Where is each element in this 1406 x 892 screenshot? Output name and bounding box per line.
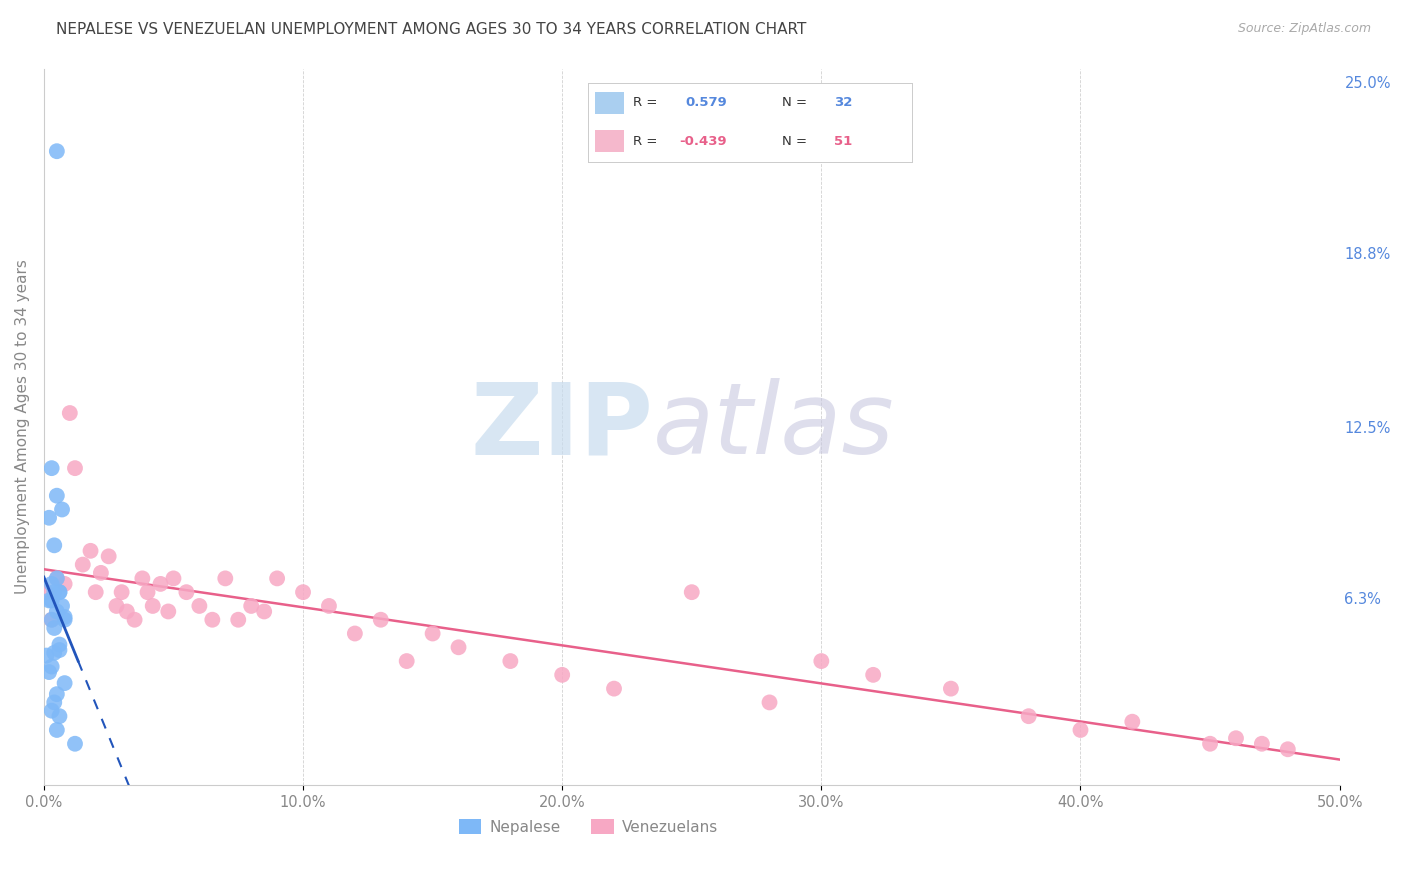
Point [201, 613, 224, 627]
Point [41, 659, 63, 673]
Point [35, 585, 58, 599]
Text: atlas: atlas [652, 378, 894, 475]
Text: NEPALESE VS VENEZUELAN UNEMPLOYMENT AMONG AGES 30 TO 34 YEARS CORRELATION CHART: NEPALESE VS VENEZUELAN UNEMPLOYMENT AMON… [56, 22, 807, 37]
Point [318, 599, 340, 613]
Point [603, 681, 626, 696]
Point [63, 737, 86, 751]
Point [124, 613, 146, 627]
Point [45, 145, 67, 159]
Point [41, 593, 63, 607]
Point [84, 585, 107, 599]
Point [188, 599, 211, 613]
Point [758, 695, 780, 709]
Point [41, 704, 63, 718]
Point [499, 654, 522, 668]
Point [45, 723, 67, 737]
Point [115, 604, 138, 618]
Point [136, 585, 159, 599]
Point [45, 489, 67, 503]
Point [44, 646, 66, 660]
Point [51, 502, 73, 516]
Point [41, 613, 63, 627]
Point [53, 676, 76, 690]
Point [370, 613, 392, 627]
Point [38, 593, 60, 607]
Point [45, 604, 67, 618]
Point [41, 613, 63, 627]
Point [79, 544, 101, 558]
Point [63, 461, 86, 475]
Point [142, 599, 165, 613]
Point [1251, 737, 1274, 751]
Point [343, 626, 366, 640]
Point [44, 538, 66, 552]
Point [44, 695, 66, 709]
Point [111, 585, 134, 599]
Point [149, 577, 172, 591]
Text: Source: ZipAtlas.com: Source: ZipAtlas.com [1237, 22, 1371, 36]
Point [395, 654, 418, 668]
Point [90, 566, 112, 580]
Point [45, 687, 67, 701]
Point [1069, 723, 1091, 737]
Point [1277, 742, 1299, 756]
Point [131, 571, 153, 585]
Point [53, 610, 76, 624]
Point [72, 558, 94, 572]
Point [551, 668, 574, 682]
Point [45, 571, 67, 585]
Point [810, 654, 832, 668]
Point [1121, 714, 1143, 729]
Point [44, 621, 66, 635]
Point [422, 626, 444, 640]
Point [681, 585, 703, 599]
Point [266, 571, 288, 585]
Point [253, 604, 276, 618]
Point [939, 681, 962, 696]
Point [59, 406, 82, 420]
Point [48, 638, 70, 652]
Point [48, 585, 70, 599]
Legend: Nepalese, Venezuelans: Nepalese, Venezuelans [458, 819, 717, 835]
Y-axis label: Unemployment Among Ages 30 to 34 years: Unemployment Among Ages 30 to 34 years [15, 260, 30, 594]
Point [214, 571, 236, 585]
Point [226, 613, 249, 627]
Point [41, 577, 63, 591]
Point [1018, 709, 1040, 723]
Point [292, 585, 315, 599]
Point [38, 665, 60, 679]
Point [45, 571, 67, 585]
Point [53, 613, 76, 627]
Point [157, 604, 180, 618]
Point [51, 599, 73, 613]
Point [38, 510, 60, 524]
Point [48, 585, 70, 599]
Point [97, 549, 120, 564]
Point [862, 668, 884, 682]
Point [447, 640, 470, 655]
Point [105, 599, 128, 613]
Point [1199, 737, 1222, 751]
Text: ZIP: ZIP [470, 378, 652, 475]
Point [1225, 731, 1247, 746]
Point [35, 648, 58, 663]
Point [240, 599, 263, 613]
Point [162, 571, 184, 585]
Point [48, 643, 70, 657]
Point [53, 577, 76, 591]
Point [176, 585, 198, 599]
Point [44, 585, 66, 599]
Point [48, 709, 70, 723]
Point [41, 461, 63, 475]
